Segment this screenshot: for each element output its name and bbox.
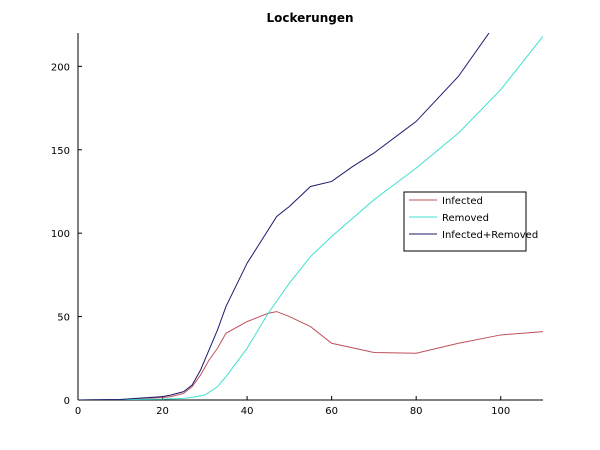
y-tick-label: 50 bbox=[57, 313, 70, 324]
axes: 0 20 40 60 80 100 0 50 100 150 200 bbox=[51, 33, 543, 417]
series-layer bbox=[78, 33, 543, 400]
y-tick-label: 100 bbox=[51, 229, 70, 240]
x-tick-label: 0 bbox=[75, 406, 81, 417]
x-tick-label: 40 bbox=[241, 406, 254, 417]
series-line-infected-removed bbox=[78, 33, 490, 400]
chart-title: Lockerungen bbox=[266, 11, 353, 25]
y-tick-label: 150 bbox=[51, 146, 70, 157]
legend: Infected Removed Infected+Removed bbox=[403, 191, 538, 252]
x-tick-label: 60 bbox=[325, 406, 338, 417]
y-tick-label: 200 bbox=[51, 62, 70, 73]
y-tick-label: 0 bbox=[64, 396, 70, 407]
x-tick-label: 20 bbox=[156, 406, 169, 417]
series-line-infected bbox=[78, 311, 543, 400]
legend-box bbox=[403, 191, 527, 252]
series-line-removed bbox=[78, 36, 543, 400]
legend-label-infected-removed: Infected+Removed bbox=[442, 230, 538, 241]
x-tick-label: 100 bbox=[491, 406, 510, 417]
legend-label-infected: Infected bbox=[442, 196, 483, 207]
legend-label-removed: Removed bbox=[442, 213, 489, 224]
x-tick-label: 80 bbox=[410, 406, 423, 417]
